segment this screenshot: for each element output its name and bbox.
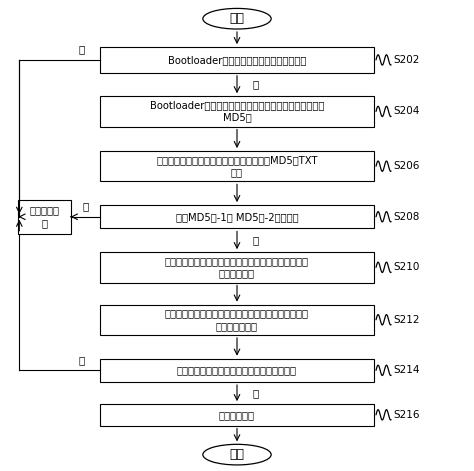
Text: 比较MD5码-1与 MD5码-2是否相同: 比较MD5码-1与 MD5码-2是否相同: [176, 212, 298, 222]
FancyBboxPatch shape: [100, 358, 374, 382]
Text: 是: 是: [253, 80, 259, 89]
FancyBboxPatch shape: [100, 96, 374, 127]
Text: S210: S210: [393, 262, 420, 272]
Text: S214: S214: [393, 365, 420, 375]
FancyBboxPatch shape: [100, 252, 374, 283]
Text: 运行出厂程
序: 运行出厂程 序: [30, 205, 60, 228]
FancyBboxPatch shape: [100, 47, 374, 73]
Text: 确定当前运行程序即第二程序对应的机型信息、项目号
信息和版本信息: 确定当前运行程序即第二程序对应的机型信息、项目号 信息和版本信息: [165, 309, 309, 331]
Text: 是: 是: [253, 236, 259, 245]
Text: S216: S216: [393, 410, 420, 420]
Text: 开始: 开始: [229, 12, 245, 25]
Text: S204: S204: [393, 106, 420, 116]
Text: S212: S212: [393, 315, 420, 325]
Ellipse shape: [203, 444, 271, 465]
FancyBboxPatch shape: [100, 404, 374, 426]
FancyBboxPatch shape: [100, 151, 374, 181]
Text: 否: 否: [78, 45, 85, 55]
Text: S208: S208: [393, 212, 420, 222]
Text: 确定待升级程序即第一程序对应的机型信息、项目号信
息和版本信息: 确定待升级程序即第一程序对应的机型信息、项目号信 息和版本信息: [165, 256, 309, 278]
Text: 是: 是: [253, 388, 259, 398]
Text: 结束: 结束: [229, 448, 245, 461]
Text: S206: S206: [393, 161, 420, 171]
Text: Bootloader程序判断是否有待升级程序存在: Bootloader程序判断是否有待升级程序存在: [168, 55, 306, 65]
Text: 机型信息和项目号信息均相同，版本信息不同: 机型信息和项目号信息均相同，版本信息不同: [177, 365, 297, 375]
FancyBboxPatch shape: [100, 205, 374, 228]
Ellipse shape: [203, 8, 271, 29]
Text: S202: S202: [393, 55, 420, 65]
Text: 否: 否: [78, 355, 85, 365]
Text: Bootloader程序读取外部存储设备内的烧录代码，计算其
MD5码: Bootloader程序读取外部存储设备内的烧录代码，计算其 MD5码: [150, 100, 324, 122]
FancyBboxPatch shape: [18, 200, 71, 234]
Text: 进行固件升级: 进行固件升级: [219, 410, 255, 420]
Text: 否: 否: [82, 202, 89, 211]
FancyBboxPatch shape: [100, 305, 374, 335]
Text: 读取与待升级程序中烧录代码相同文件名的MD5码TXT
文档: 读取与待升级程序中烧录代码相同文件名的MD5码TXT 文档: [156, 155, 318, 178]
